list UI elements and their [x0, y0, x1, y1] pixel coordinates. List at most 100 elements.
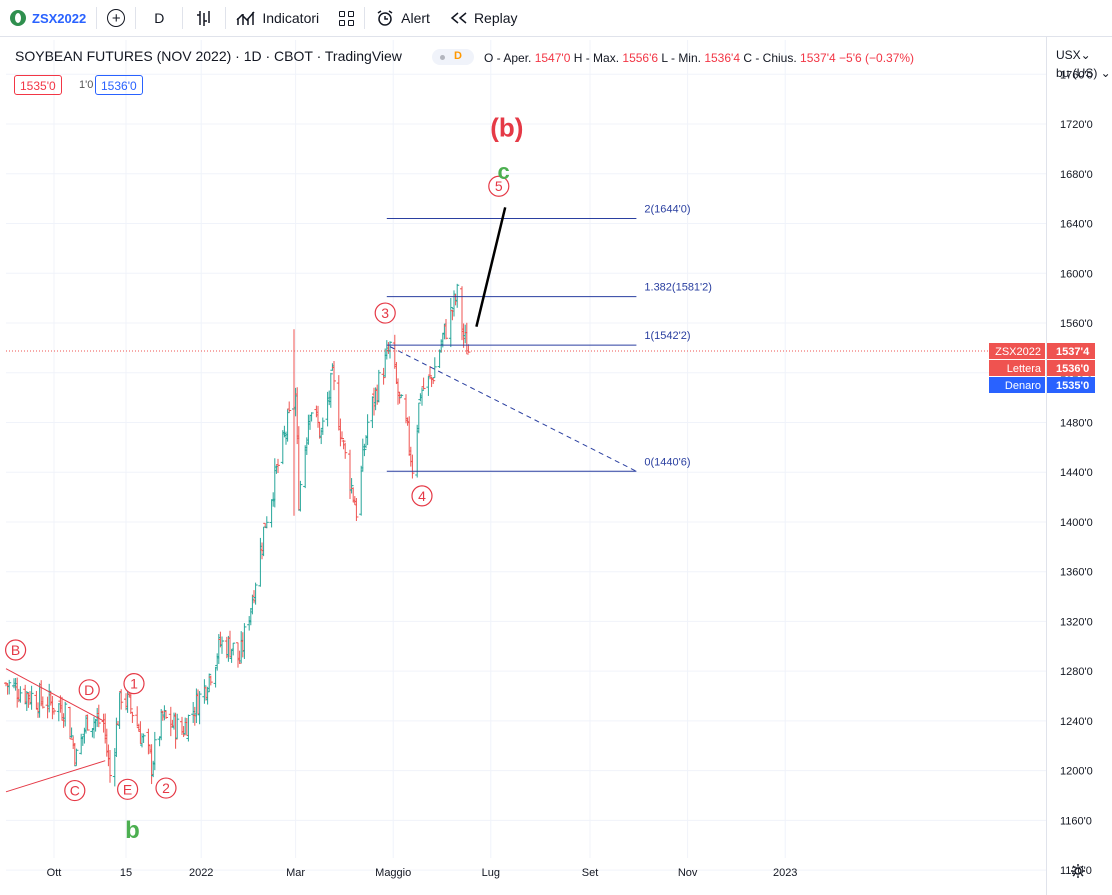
ohlc-readout: O - Aper. 1547'0 H - Max. 1556'6 L - Min… [484, 51, 914, 65]
y-tick-label: 1480'0 [1060, 417, 1093, 429]
chart-grid [6, 40, 1046, 871]
x-tick-label: Set [582, 867, 599, 879]
alert-label: Alert [401, 10, 430, 26]
buy-button[interactable]: 1536'0 [95, 75, 143, 95]
wave-label-5-circle [488, 175, 510, 197]
wave-label-4: 4 [418, 488, 426, 504]
y-tick-label: 1120'0 [1060, 865, 1092, 877]
indicators-button[interactable]: Indicatori [226, 0, 329, 37]
price-tag-value: 1536'0 [1056, 363, 1089, 375]
symbol-search[interactable]: ZSX2022 [0, 0, 96, 37]
x-tick-label: 2022 [189, 867, 213, 879]
divider [364, 7, 366, 29]
divider [225, 7, 227, 29]
wave-label-b: b [125, 817, 140, 844]
chart-legend-title: SOYBEAN FUTURES (NOV 2022) · 1D · CBOT ·… [15, 48, 402, 64]
wave-label-1: 1 [130, 676, 138, 692]
divider [135, 7, 137, 29]
y-tick-label: 1560'0 [1060, 318, 1093, 330]
x-tick-label: 15 [120, 867, 132, 879]
low-label: L - Min. [661, 51, 701, 65]
spread-value: 1'0 [79, 79, 94, 91]
triangle-upper-line [5, 668, 104, 722]
price-scale[interactable] [1046, 37, 1112, 895]
chart-type-button[interactable] [183, 0, 225, 37]
price-tag-name: Denaro [1005, 380, 1041, 392]
wave-label-D-circle [78, 679, 100, 701]
x-tick-label: Nov [678, 867, 698, 879]
fib-level-label: 2(1644'0) [644, 204, 690, 216]
gear-icon[interactable] [1070, 863, 1086, 879]
delay-label: D [454, 50, 462, 62]
price-tag-value: 1537'4 [1056, 346, 1090, 358]
indicators-icon [236, 11, 255, 25]
replay-button[interactable]: Replay [440, 0, 528, 37]
open-value: 1547'0 [534, 51, 571, 65]
plus-circle-icon: + [107, 9, 126, 27]
symbol-logo-icon [10, 10, 26, 26]
price-tag-value-bg [1047, 343, 1095, 359]
high-value: 1556'6 [622, 51, 659, 65]
close-value: 1537'4 [800, 51, 836, 65]
replay-label: Replay [473, 10, 518, 26]
divider [96, 7, 98, 29]
price-tag-name-bg [989, 343, 1045, 359]
y-tick-label: 1680'0 [1060, 169, 1093, 181]
wave-label-E-circle [116, 778, 139, 800]
grid-layout-icon [339, 10, 355, 26]
interval-button[interactable]: D [136, 0, 182, 37]
layouts-button[interactable] [329, 0, 364, 37]
wave-label-1-circle [123, 673, 145, 695]
x-tick-label: 2023 [773, 867, 797, 879]
y-tick-label: 1360'0 [1060, 567, 1093, 579]
close-label: C - Chius. [743, 51, 797, 65]
x-tick-label: Mar [286, 867, 305, 879]
price-tag-name-bg [989, 377, 1045, 393]
y-tick-label: 1720'0 [1060, 119, 1093, 131]
wave-label-3-circle [374, 302, 396, 324]
y-tick-label: 1160'0 [1060, 815, 1092, 827]
wave-projection-line [475, 207, 507, 328]
sell-button[interactable]: 1535'0 [14, 75, 62, 95]
fib-level-label: 1(1542'2) [644, 330, 690, 342]
wave-label-4-circle [411, 485, 433, 507]
divider [182, 7, 184, 29]
price-tags: ZSX2022 1537'4 Lettera 1536'0 Denaro 1535'0 [989, 343, 1095, 393]
price-tag-value-bg [1047, 377, 1095, 393]
price-tag-value: 1535'0 [1056, 380, 1089, 392]
wave-label-C-circle [64, 779, 86, 802]
fib-level-label: 1.382(1581'2) [644, 282, 712, 294]
wave-label-big-b: (b) [490, 113, 523, 143]
alarm-clock-icon [377, 10, 393, 26]
ohlc-bars [4, 283, 471, 787]
market-status-badge[interactable]: D [432, 49, 474, 65]
y-tick-label: 1200'0 [1060, 766, 1093, 778]
wave-label-C: C [70, 783, 80, 799]
change-value: −5'6 (−0.37%) [839, 51, 915, 65]
wave-label-E: E [123, 781, 132, 797]
y-tick-label: 1280'0 [1060, 666, 1093, 678]
price-tag-value-bg [1047, 360, 1095, 376]
y-tick-label: 1400'0 [1060, 517, 1093, 529]
x-tick-label: Ott [47, 867, 62, 879]
currency-unit-selector[interactable]: USX⌄ bu (US) ⌄ [1056, 46, 1111, 82]
y-tick-label: 1320'0 [1060, 616, 1093, 628]
y-tick-label: 1760'0 [1060, 69, 1093, 81]
y-tick-label: 1640'0 [1060, 219, 1093, 231]
x-tick-label: Lug [482, 867, 500, 879]
symbol-name: ZSX2022 [32, 10, 87, 26]
wave-label-B: B [11, 642, 20, 658]
compare-button[interactable]: + [97, 0, 135, 37]
x-tick-label: Maggio [375, 867, 411, 879]
price-tag-name-bg [989, 360, 1045, 376]
y-tick-label: 1240'0 [1060, 716, 1093, 728]
price-tag-name: ZSX2022 [995, 346, 1041, 358]
alert-button[interactable]: Alert [365, 0, 440, 37]
rewind-icon [450, 12, 467, 24]
indicators-label: Indicatori [262, 10, 320, 26]
wave-label-2: 2 [162, 780, 170, 796]
fib-level-label: 0(1440'6) [644, 456, 690, 468]
y-tick-label: 1600'0 [1060, 268, 1093, 280]
wave-label-c: c [497, 159, 509, 184]
